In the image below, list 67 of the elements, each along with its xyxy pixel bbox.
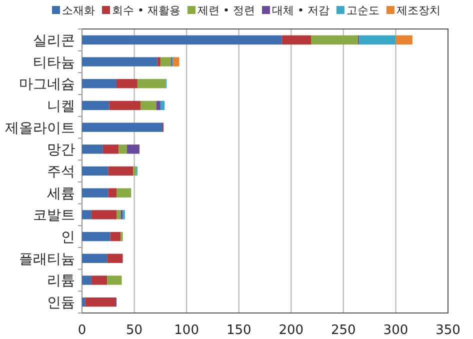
y-tick-label: 인듐 <box>47 295 75 312</box>
bar <box>116 188 132 198</box>
x-tick-label: 100 <box>174 323 199 338</box>
bar <box>91 210 117 220</box>
x-tick-label: 250 <box>331 323 356 338</box>
bar <box>91 276 108 285</box>
bar <box>82 100 110 110</box>
legend-label: 제련 • 정련 <box>197 4 255 17</box>
bar <box>116 210 121 220</box>
x-tick-label: 50 <box>126 323 143 338</box>
bar <box>85 297 116 307</box>
y-tick-label: 인 <box>61 230 75 246</box>
y-tick-label: 주석 <box>47 164 75 180</box>
bar <box>118 144 127 154</box>
bar <box>172 57 180 66</box>
bar <box>137 79 166 88</box>
bar <box>359 35 396 45</box>
x-tick-label: 350 <box>436 323 460 338</box>
bar <box>109 100 141 110</box>
bar <box>140 100 156 110</box>
bar <box>82 144 103 154</box>
bar <box>82 254 108 263</box>
bar <box>82 122 163 132</box>
bar <box>82 232 110 242</box>
bar <box>396 35 412 45</box>
legend-label: 회수 • 재활용 <box>112 4 180 17</box>
y-tick-label: 세륨 <box>47 186 75 202</box>
x-tick-label: 300 <box>383 323 408 338</box>
bar <box>156 100 160 110</box>
bar <box>282 35 312 45</box>
y-tick-label: 플래티늄 <box>19 251 75 268</box>
x-tick-label: 0 <box>78 323 86 338</box>
bar <box>133 166 136 176</box>
bar <box>108 166 134 176</box>
bar <box>82 166 108 176</box>
legend-label: 고순도 <box>346 4 380 17</box>
bar <box>82 188 108 198</box>
y-tick-label: 티타늄 <box>33 54 75 71</box>
y-tick-label: 코발트 <box>33 208 75 224</box>
y-tick-label: 마그네슘 <box>19 76 75 93</box>
x-tick-label: 150 <box>226 323 252 338</box>
bar <box>160 100 165 110</box>
y-tick-label: 제올라이트 <box>5 120 75 136</box>
bar <box>126 144 140 154</box>
bar <box>107 276 122 285</box>
bar <box>107 254 123 263</box>
legend-label: 소재화 <box>62 4 95 17</box>
bar <box>110 232 121 242</box>
bar <box>108 188 117 198</box>
y-tick-label: 니켈 <box>47 98 75 114</box>
bar <box>82 210 92 220</box>
bar <box>311 35 358 45</box>
bar <box>116 79 138 88</box>
bar <box>82 57 158 66</box>
bar <box>157 57 160 66</box>
bar <box>102 144 119 154</box>
bar <box>82 35 282 45</box>
x-tick-label: 200 <box>278 323 304 338</box>
y-tick-label: 망간 <box>47 142 75 158</box>
legend-label: 제조장치 <box>396 4 440 17</box>
y-tick-label: 리튬 <box>47 273 75 290</box>
y-tick-label: 실리콘 <box>33 32 75 49</box>
bar <box>160 57 171 66</box>
bar <box>82 79 117 88</box>
bar <box>82 297 86 307</box>
legend-label: 대체 • 저감 <box>272 4 330 17</box>
bar <box>82 276 92 285</box>
